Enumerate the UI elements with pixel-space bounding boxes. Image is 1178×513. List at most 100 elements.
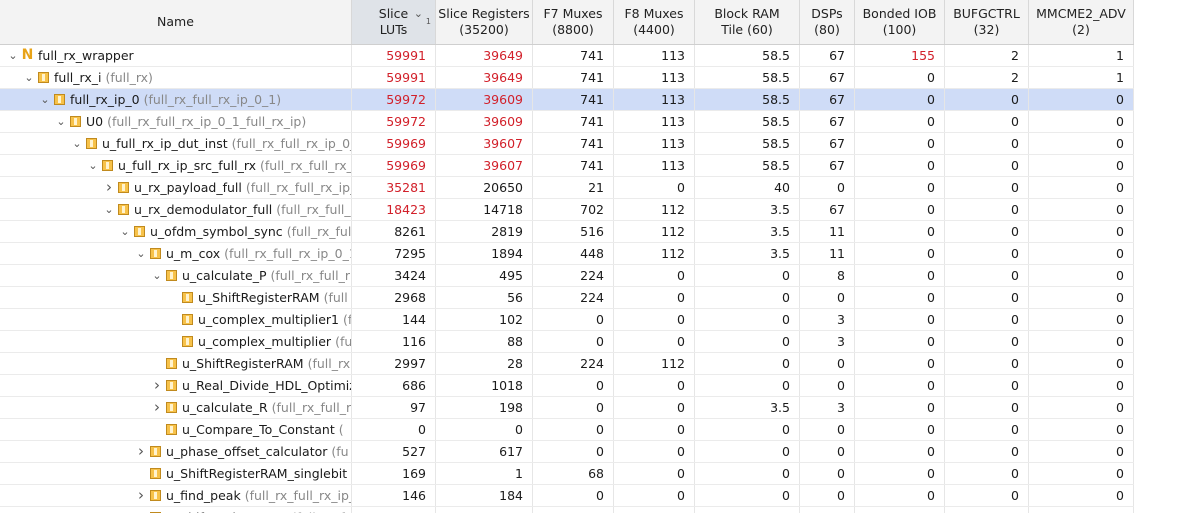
- column-header-name[interactable]: Name: [0, 0, 352, 44]
- tree-cell[interactable]: › u_phase_offset_calculator (fu: [0, 441, 352, 462]
- value-cell: 0: [800, 463, 855, 484]
- value-cell: 0: [855, 265, 945, 286]
- table-row[interactable]: ⌄ u_full_rx_ip_dut_inst (full_rx_full_rx_i…: [0, 133, 1134, 155]
- chevron-down-icon[interactable]: ⌄: [24, 71, 34, 84]
- chevron-down-icon[interactable]: ⌄: [152, 269, 162, 282]
- chevron-right-icon[interactable]: ›: [138, 486, 144, 504]
- table-row[interactable]: ⌄ u_ofdm_symbol_sync (full_rx_full 8261 2819…: [0, 221, 1134, 243]
- table-row[interactable]: u_Compare_To_Constant(0 0 0 0 0 0 0 0 0: [0, 419, 1134, 441]
- value-cell: 0: [945, 507, 1029, 513]
- value-cell: 0: [855, 463, 945, 484]
- instance-name: full_rx_wrapper: [38, 48, 134, 63]
- column-header-5[interactable]: Block RAM Tile (60): [695, 0, 800, 44]
- tree-cell[interactable]: › u_calculate_R (full_rx_full_r: [0, 397, 352, 418]
- tree-cell[interactable]: ⌄ u_full_rx_ip_dut_inst (full_rx_full_rx_i…: [0, 133, 352, 154]
- value-cell: 39649: [436, 45, 533, 66]
- tree-cell[interactable]: ⌄ u_rx_demodulator_full (full_rx_full_: [0, 199, 352, 220]
- tree-cell[interactable]: u_ShiftRegisterRAM (full_rx_fu: [0, 507, 352, 513]
- chevron-down-icon[interactable]: ⌄: [56, 115, 66, 128]
- hierarchy-cell-icon: [166, 270, 177, 281]
- table-row[interactable]: u_ShiftRegisterRAM (full_rx 2997 28 224 112 0 0…: [0, 353, 1134, 375]
- value-cell: 0: [614, 309, 695, 330]
- column-header-9[interactable]: MMCME2_ADV (2): [1029, 0, 1134, 44]
- tree-cell[interactable]: u_complex_multiplier (fu: [0, 331, 352, 352]
- column-header-8[interactable]: BUFGCTRL (32): [945, 0, 1029, 44]
- table-row[interactable]: › u_phase_offset_calculator (fu 527 617 0 0 0 0 0…: [0, 441, 1134, 463]
- sort-chevron-icon[interactable]: ⌄: [413, 7, 423, 20]
- chevron-down-icon[interactable]: ⌄: [120, 225, 130, 238]
- tree-cell[interactable]: u_Compare_To_Constant(: [0, 419, 352, 440]
- value-cell: 0: [855, 331, 945, 352]
- tree-cell[interactable]: ⌄ U0 (full_rx_full_rx_ip_0_1_full_rx_ip): [0, 111, 352, 132]
- chevron-down-icon[interactable]: ⌄: [8, 49, 18, 62]
- value-cell: 0: [695, 507, 800, 513]
- value-cell: 0: [945, 441, 1029, 462]
- top-module-icon: N: [21, 47, 34, 63]
- chevron-down-icon[interactable]: ⌄: [88, 159, 98, 172]
- tree-cell[interactable]: › u_Real_Divide_HDL_Optimiz: [0, 375, 352, 396]
- chevron-down-icon[interactable]: ⌄: [72, 137, 82, 150]
- tree-cell[interactable]: ⌄ full_rx_i (full_rx): [0, 67, 352, 88]
- chevron-right-icon[interactable]: ›: [138, 442, 144, 460]
- value-cell: 0: [614, 463, 695, 484]
- table-row[interactable]: u_complex_multiplier1 (f 144 102 0 0 0 3 0 0 0: [0, 309, 1134, 331]
- tree-cell[interactable]: ⌄ u_ofdm_symbol_sync (full_rx_full: [0, 221, 352, 242]
- table-row[interactable]: ⌄ U0 (full_rx_full_rx_ip_0_1_full_rx_ip) 59…: [0, 111, 1134, 133]
- chevron-down-icon[interactable]: ⌄: [40, 93, 50, 106]
- column-header-line: BUFGCTRL: [953, 6, 1020, 21]
- tree-cell[interactable]: ⌄ u_full_rx_ip_src_full_rx (full_rx_full_r…: [0, 155, 352, 176]
- value-cell: 0: [800, 419, 855, 440]
- table-row[interactable]: u_ShiftRegisterRAM (full 2968 56 224 0 0 0 0 0 0: [0, 287, 1134, 309]
- table-row[interactable]: › u_rx_payload_full (full_rx_full_rx_ip_ 35…: [0, 177, 1134, 199]
- column-header-1[interactable]: Slice LUTs ⌄ 1: [352, 0, 436, 44]
- column-header-2[interactable]: Slice Registers (35200): [436, 0, 533, 44]
- chevron-down-icon[interactable]: ⌄: [104, 203, 114, 216]
- column-header-6[interactable]: DSPs (80): [800, 0, 855, 44]
- tree-cell[interactable]: ⌄ u_calculate_P (full_rx_full_r: [0, 265, 352, 286]
- hierarchy-cell-icon: [150, 248, 161, 259]
- entity-name: (full_rx_full_rx_i: [260, 158, 352, 173]
- tree-cell[interactable]: › u_rx_payload_full (full_rx_full_rx_ip_: [0, 177, 352, 198]
- table-row[interactable]: ⌄ u_calculate_P (full_rx_full_r 3424 495 224 0…: [0, 265, 1134, 287]
- value-cell: 0: [1029, 221, 1134, 242]
- tree-cell[interactable]: ⌄ u_m_cox (full_rx_full_rx_ip_0_1: [0, 243, 352, 264]
- value-cell: 0: [855, 397, 945, 418]
- table-row[interactable]: ⌄ u_full_rx_ip_src_full_rx (full_rx_full_r…: [0, 155, 1134, 177]
- tree-cell[interactable]: u_ShiftRegisterRAM (full_rx: [0, 353, 352, 374]
- value-cell: 0: [614, 485, 695, 506]
- tree-cell[interactable]: ⌄ full_rx_ip_0 (full_rx_full_rx_ip_0_1): [0, 89, 352, 110]
- column-header-4[interactable]: F8 Muxes (4400): [614, 0, 695, 44]
- table-row[interactable]: ⌄ full_rx_ip_0 (full_rx_full_rx_ip_0_1) 599…: [0, 89, 1134, 111]
- table-row[interactable]: u_ShiftRegisterRAM(full_rx_fu85260000000: [0, 507, 1134, 513]
- chevron-right-icon[interactable]: ›: [106, 178, 112, 196]
- value-cell: 28: [436, 353, 533, 374]
- chevron-right-icon[interactable]: ›: [154, 398, 160, 416]
- value-cell: 1018: [436, 375, 533, 396]
- table-row[interactable]: › u_find_peak (full_rx_full_rx_ip_ 146 184 0 0…: [0, 485, 1134, 507]
- table-row[interactable]: ⌄ u_m_cox (full_rx_full_rx_ip_0_1 7295 1894 4…: [0, 243, 1134, 265]
- table-row[interactable]: › u_Real_Divide_HDL_Optimiz 686 1018 0 0 0 0 0 0 0: [0, 375, 1134, 397]
- table-row[interactable]: u_complex_multiplier (fu 116 88 0 0 0 3 0 0 0: [0, 331, 1134, 353]
- table-row[interactable]: ⌄ u_rx_demodulator_full (full_rx_full_ 1842…: [0, 199, 1134, 221]
- column-header-7[interactable]: Bonded IOB (100): [855, 0, 945, 44]
- hierarchy-cell-icon: [166, 358, 177, 369]
- table-row[interactable]: u_ShiftRegisterRAM_singlebit 169 1 68 0 0 0 0 0 0: [0, 463, 1134, 485]
- chevron-down-icon[interactable]: ⌄: [136, 247, 146, 260]
- table-row[interactable]: › u_calculate_R (full_rx_full_r 97 198 0 0 3.5 3…: [0, 397, 1134, 419]
- value-cell: 0: [945, 265, 1029, 286]
- value-cell: 26: [436, 507, 533, 513]
- column-header-3[interactable]: F7 Muxes (8800): [533, 0, 614, 44]
- value-cell: 0: [1029, 133, 1134, 154]
- tree-cell[interactable]: u_complex_multiplier1 (f: [0, 309, 352, 330]
- column-header-line: Slice Registers: [438, 6, 530, 21]
- chevron-right-icon[interactable]: ›: [154, 376, 160, 394]
- value-cell: 0: [855, 243, 945, 264]
- value-cell: 1: [1029, 67, 1134, 88]
- tree-cell[interactable]: u_ShiftRegisterRAM (full: [0, 287, 352, 308]
- tree-cell[interactable]: u_ShiftRegisterRAM_singlebit: [0, 463, 352, 484]
- value-cell: 0: [855, 155, 945, 176]
- table-row[interactable]: ⌄ full_rx_i (full_rx) 59991 39649 741 113 58.5 6…: [0, 67, 1134, 89]
- tree-cell[interactable]: › u_find_peak (full_rx_full_rx_ip_: [0, 485, 352, 506]
